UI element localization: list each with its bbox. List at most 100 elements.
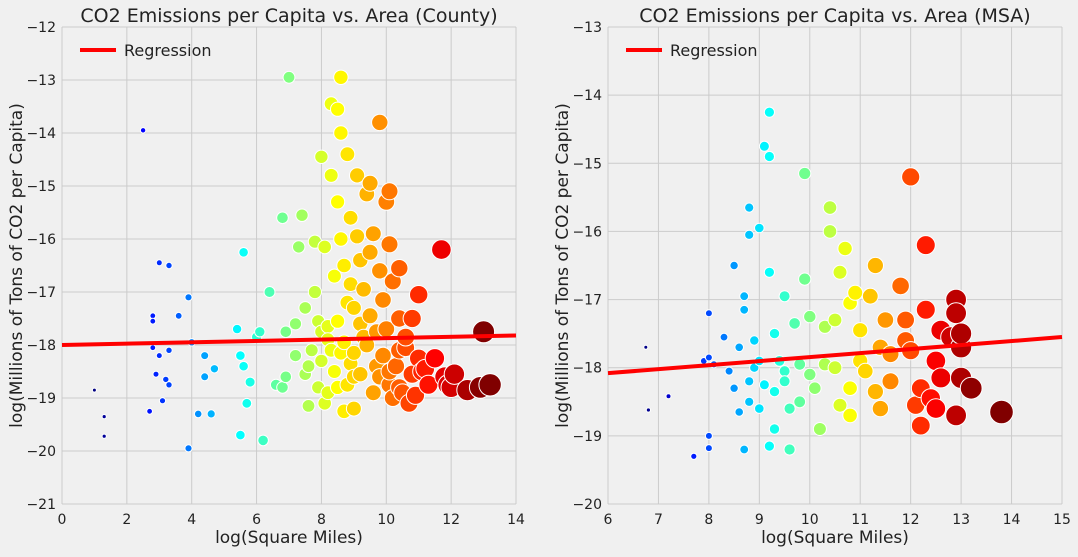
panel-1-data-point	[314, 353, 329, 369]
panel-1-data-point	[304, 343, 319, 358]
panel-2-regression-line	[607, 335, 1063, 376]
panel-2-data-point	[891, 276, 910, 296]
panel-2-data-point	[783, 402, 796, 415]
panel-1: 0 2 4 6 8 10 12 14 −21 −20 −19 −18 −17 −16 −15 −14 −13 −1…	[7, 5, 525, 548]
panel-1-y-tick-label: −18	[26, 338, 56, 354]
panel-2-data-point	[876, 311, 895, 329]
panel-2-data-point	[734, 342, 745, 353]
panel-1-data-point	[152, 370, 160, 378]
panel-2-data-point	[739, 304, 750, 315]
panel-2-x-tick-label: 12	[902, 512, 920, 528]
panel-1-data-point	[155, 259, 163, 267]
panel-2-data-point	[925, 398, 947, 419]
panel-2-data-point	[989, 399, 1014, 425]
panel-1-data-point	[238, 360, 249, 372]
panel-1-data-point	[139, 127, 147, 134]
panel-2-data-point	[704, 444, 713, 453]
panel-1-data-point	[390, 259, 409, 278]
panel-1-regression-line	[61, 333, 517, 347]
panel-1-y-tick-label: −13	[26, 73, 56, 89]
panel-2-y-tick-label: −19	[572, 429, 602, 445]
panel-1-data-point	[333, 125, 349, 141]
panel-1-data-point	[193, 409, 203, 419]
panel-2-data-point	[729, 383, 739, 393]
panel-1-data-point	[149, 317, 157, 325]
panel-1-data-point	[263, 286, 276, 298]
panel-1-y-tick-label: −16	[26, 232, 56, 248]
panel-2-x-tick-label: 11	[851, 512, 869, 528]
panel-1-data-point	[282, 70, 296, 84]
panel-2-data-point	[803, 367, 817, 382]
panel-1-y-axis-label: log(Millions of Tons of CO2 per Capita)	[7, 103, 27, 428]
panel-1-data-point	[231, 323, 243, 335]
panel-2-data-point	[690, 452, 698, 460]
panel-1-data-point	[349, 167, 366, 184]
panel-1-data-point	[323, 167, 339, 183]
panel-2-y-axis-label: log(Millions of Tons of CO2 per Capita)	[553, 103, 573, 428]
panel-1-data-point	[345, 344, 362, 361]
panel-1-data-point	[336, 257, 352, 274]
panel-2-data-point	[915, 235, 936, 256]
panel-1-data-point	[200, 372, 210, 382]
panel-1-data-point	[206, 409, 216, 419]
panel-1-y-tick-label: −17	[26, 285, 56, 301]
panel-1-data-point	[402, 308, 422, 329]
panel-1-data-point	[307, 284, 322, 300]
panel-1-y-tick-label: −21	[26, 497, 56, 513]
panel-1-data-point	[288, 349, 303, 363]
panel-2-plot-area	[608, 27, 1062, 504]
panel-1-legend-label: Regression	[124, 41, 212, 60]
panel-1-data-point	[279, 325, 293, 339]
panel-2-data-point	[881, 345, 900, 364]
panel-2-data-point	[778, 290, 791, 303]
panel-1-data-point	[184, 293, 193, 302]
panel-2-data-point	[763, 106, 776, 118]
panel-1-data-point	[443, 363, 466, 385]
panel-1-data-point	[276, 211, 289, 225]
panel-2-data-point	[719, 332, 729, 342]
panel-1-data-point	[361, 243, 379, 261]
panel-1-data-point	[349, 228, 366, 245]
panel-1-data-point	[478, 373, 502, 397]
panel-2-data-point	[950, 322, 973, 345]
panel-1-data-point	[146, 407, 154, 415]
panel-1-data-point	[149, 344, 157, 352]
panel-1-x-tick-label: 14	[507, 512, 525, 528]
panel-2-data-point	[798, 166, 812, 181]
panel-2-data-point	[704, 353, 713, 362]
panel-1-data-point	[235, 429, 246, 441]
panel-2-data-point	[768, 423, 781, 435]
panel-2-data-point	[763, 266, 776, 278]
panel-1-data-point	[424, 348, 446, 369]
panel-2-x-tick-label: 9	[755, 512, 764, 528]
panel-1-y-tick-label: −19	[26, 391, 56, 407]
panel-1-data-point	[345, 299, 362, 316]
panel-2-y-tick-label: −18	[572, 361, 602, 377]
panel-2-data-point	[881, 372, 900, 391]
panel-1-y-tick-label: −12	[26, 20, 56, 36]
panel-2-data-point	[754, 403, 765, 414]
panel-2-data-point	[704, 309, 713, 318]
panel-1-data-point	[165, 346, 173, 354]
panel-2-x-tick-label: 8	[704, 512, 713, 528]
panel-2-data-point	[861, 287, 879, 305]
panel-2-data-point	[645, 407, 652, 413]
panel-2-data-point	[744, 229, 755, 240]
panel-1-data-point	[200, 351, 210, 361]
panel-1-title: CO2 Emissions per Capita vs. Area (Count…	[80, 5, 497, 27]
panel-1-data-point	[405, 385, 426, 405]
panel-1-x-axis-label: log(Square Miles)	[215, 528, 363, 548]
panel-1-data-point	[165, 261, 173, 270]
panel-1-data-point	[101, 433, 107, 439]
panel-2-x-tick-label: 15	[1053, 512, 1071, 528]
panel-2-data-point	[744, 376, 755, 387]
panel-1-data-point	[279, 370, 293, 384]
panel-1-x-tick-label: 6	[252, 512, 261, 528]
panel-2-data-point	[817, 319, 833, 334]
panel-1-data-point	[295, 208, 309, 222]
panel-1-data-point	[371, 113, 389, 132]
panel-2-data-point	[758, 140, 770, 152]
panel-2-data-point	[704, 431, 713, 440]
panel-2-data-point	[832, 397, 848, 413]
panel-1-data-point	[371, 262, 389, 280]
